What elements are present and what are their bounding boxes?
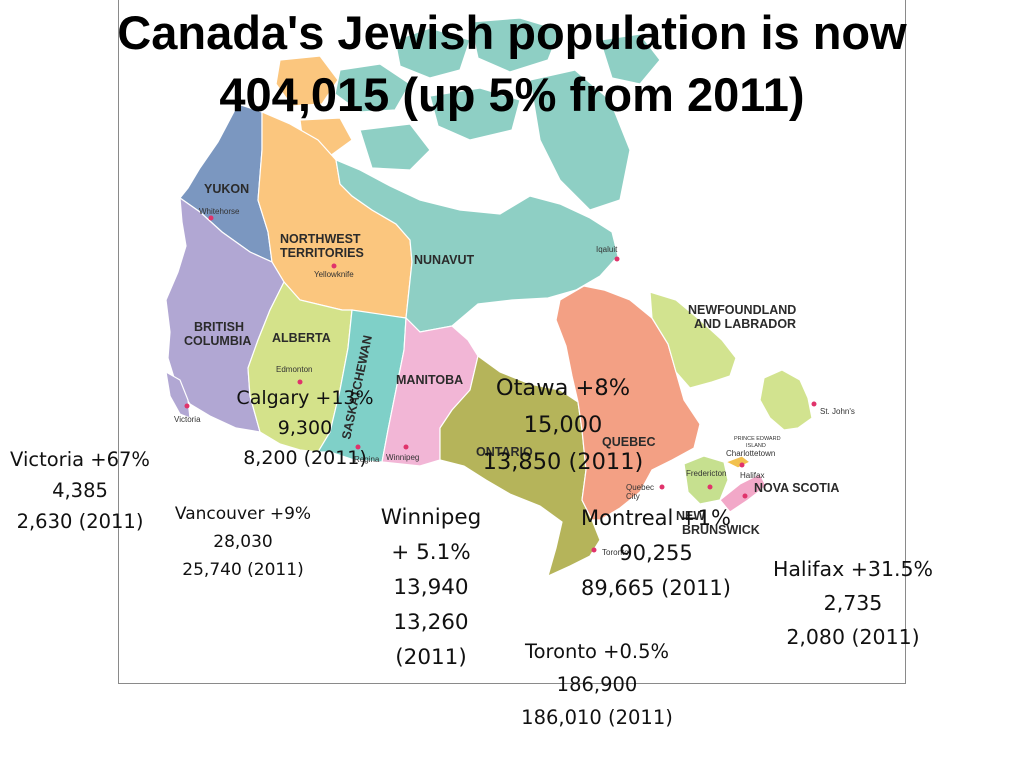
calgary-change: Calgary +13% (236, 387, 374, 409)
charlottetown-dot (739, 462, 745, 468)
halifax-dot (742, 493, 748, 499)
montreal-change: Montreal +1% (581, 506, 731, 530)
ottawa-annotation: Otawa +8% 15,000 13,850 (2011) (468, 370, 658, 481)
victoria-dot (184, 403, 190, 409)
pei-label-1: PRINCE EDWARD (734, 436, 781, 442)
montreal-2021: 90,255 (619, 541, 693, 565)
vancouver-2011: 25,740 (2011) (182, 560, 304, 580)
iqaluit-label: Iqaluit (596, 245, 618, 254)
title-line-1: Canada's Jewish population is now (117, 6, 907, 59)
charlottetown-label: Charlottetown (726, 449, 775, 458)
victoria-map-label: Victoria (174, 415, 201, 424)
quebec-city-dot (659, 484, 665, 490)
vancouver-annotation: Vancouver +9% 28,030 25,740 (2011) (162, 500, 324, 584)
montreal-2011: 89,665 (2011) (581, 576, 731, 600)
vancouver-island (165, 370, 191, 419)
whitehorse-dot (208, 215, 214, 221)
yukon-label: YUKON (204, 182, 249, 196)
labrador-region (649, 291, 737, 389)
fredericton-dot (707, 484, 713, 490)
nb-label-1: NEW (676, 509, 705, 523)
bc-region (165, 196, 285, 433)
manitoba-label: MANITOBA (396, 373, 463, 387)
winnipeg-2011-label: (2011) (395, 645, 467, 670)
ottawa-change: Otawa +8% (495, 375, 631, 401)
quebec-region (555, 285, 701, 521)
calgary-annotation: Calgary +13% 9,300 8,200 (2011) (228, 383, 382, 473)
edmonton-label: Edmonton (276, 365, 312, 374)
map-frame (118, 0, 906, 684)
ontario-label: ONTARIO (476, 445, 533, 459)
toronto-2011: 186,010 (2011) (521, 706, 673, 729)
bc-label-2: COLUMBIA (184, 334, 251, 348)
yellowknife-dot (331, 263, 337, 269)
quebec-city-label-2: City (626, 492, 640, 501)
toronto-dot (591, 547, 597, 553)
nb-region (683, 455, 729, 505)
alberta-region (247, 280, 353, 453)
edmonton-dot (297, 379, 303, 385)
nwt-label-2: TERRITORIES (280, 246, 364, 260)
whitehorse-label: Whitehorse (199, 207, 240, 216)
nunavut-label: NUNAVUT (414, 253, 475, 267)
halifax-2021: 2,735 (823, 591, 883, 615)
vancouver-2021: 28,030 (213, 532, 273, 552)
quebec-label: QUEBEC (602, 435, 655, 449)
fredericton-label: Fredericton (686, 469, 726, 478)
pei-label-2: ISLAND (746, 443, 766, 449)
halifax-map-label: Halifax (740, 471, 764, 480)
halifax-2011: 2,080 (2011) (786, 625, 920, 649)
toronto-change: Toronto +0.5% (524, 640, 670, 663)
nl-label-2: AND LABRADOR (694, 317, 796, 331)
toronto-2021: 186,900 (556, 673, 638, 696)
toronto-map-label: Toronto (602, 548, 629, 557)
winnipeg-change: + 5.1% (391, 540, 471, 565)
calgary-2011: 8,200 (2011) (243, 447, 367, 469)
vancouver-change: Vancouver +9% (174, 504, 312, 524)
winnipeg-2011: 13,260 (393, 610, 469, 635)
st-johns-dot (811, 401, 817, 407)
toronto-annotation: Toronto +0.5% 186,900 186,010 (2011) (502, 635, 692, 734)
regina-label: Regina (354, 455, 380, 464)
winnipeg-annotation: Winnipeg + 5.1% 13,940 13,260 (2011) (368, 500, 494, 675)
iqaluit-dot (614, 256, 620, 262)
halifax-change: Halifax +31.5% (772, 557, 934, 581)
st-johns-label: St. John's (820, 407, 855, 416)
victoria-change: Victoria +67% (10, 448, 150, 471)
nunavut-region (335, 159, 619, 333)
nwt-label-1: NORTHWEST (280, 232, 361, 246)
title-line-2: 404,015 (up 5% from 2011) (219, 68, 805, 121)
alberta-label: ALBERTA (272, 331, 331, 345)
halifax-annotation: Halifax +31.5% 2,735 2,080 (2011) (762, 552, 944, 654)
ottawa-2021: 15,000 (523, 412, 603, 438)
ontario-region (439, 354, 601, 578)
calgary-2021: 9,300 (277, 417, 333, 439)
quebec-city-label-1: Quebec (626, 483, 654, 492)
arctic-islands (275, 17, 661, 211)
yellowknife-label: Yellowknife (314, 270, 354, 279)
page-title: Canada's Jewish population is now 404,01… (0, 2, 1024, 126)
victoria-annotation: Victoria +67% 4,385 2,630 (2011) (2, 444, 158, 537)
winnipeg-2021: 13,940 (393, 575, 469, 600)
victoria-2011: 2,630 (2011) (16, 510, 144, 533)
nb-label-2: BRUNSWICK (682, 523, 760, 537)
ns-region (719, 473, 767, 513)
ns-label: NOVA SCOTIA (754, 481, 839, 495)
newfoundland-island (759, 369, 813, 431)
nl-label-1: NEWFOUNDLAND (688, 303, 796, 317)
winnipeg-dot (403, 444, 409, 450)
city-markers (184, 215, 817, 553)
winnipeg-map-label: Winnipeg (386, 453, 419, 462)
ottawa-2011: 13,850 (2011) (482, 449, 644, 475)
bc-label-1: BRITISH (194, 320, 244, 334)
regina-dot (355, 444, 361, 450)
victoria-2021: 4,385 (52, 479, 108, 502)
montreal-annotation: Montreal +1% 90,255 89,665 (2011) (566, 501, 746, 606)
winnipeg-name: Winnipeg (380, 505, 482, 530)
